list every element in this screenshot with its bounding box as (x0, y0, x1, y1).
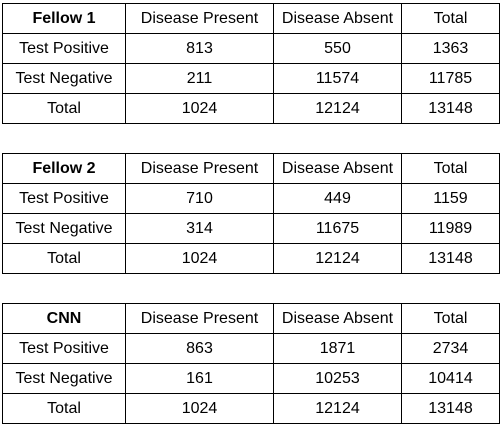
confusion-table-cnn: CNN Disease Present Disease Absent Total… (2, 303, 500, 424)
table-row: Total 1024 12124 13148 (2, 393, 500, 424)
table-cell: 2734 (401, 333, 500, 364)
table-cell: 813 (125, 33, 274, 64)
table-cell: 1024 (125, 93, 274, 124)
table-cell: 10253 (273, 363, 402, 394)
confusion-table-fellow-2: Fellow 2 Disease Present Disease Absent … (2, 153, 500, 274)
row-label-test-negative: Test Negative (2, 213, 126, 244)
table-row: Test Negative 161 10253 10414 (2, 363, 500, 394)
table-row: Test Negative 314 11675 11989 (2, 213, 500, 244)
column-header-disease-present: Disease Present (125, 3, 274, 34)
column-header-disease-present: Disease Present (125, 153, 274, 184)
table-cell: 13148 (401, 393, 500, 424)
table-title: Fellow 1 (2, 3, 126, 34)
column-header-total: Total (401, 3, 500, 34)
table-cell: 211 (125, 63, 274, 94)
table-header-row: CNN Disease Present Disease Absent Total (2, 303, 500, 334)
row-label-total: Total (2, 243, 126, 274)
table-cell: 11989 (401, 213, 500, 244)
table-row: Total 1024 12124 13148 (2, 93, 500, 124)
table-cell: 1363 (401, 33, 500, 64)
table-cell: 12124 (273, 243, 402, 274)
table-cell: 12124 (273, 393, 402, 424)
table-title: Fellow 2 (2, 153, 126, 184)
table-header-row: Fellow 2 Disease Present Disease Absent … (2, 153, 500, 184)
table-cell: 1024 (125, 393, 274, 424)
table-row: Test Positive 863 1871 2734 (2, 333, 500, 364)
column-header-disease-absent: Disease Absent (273, 303, 402, 334)
column-header-total: Total (401, 303, 500, 334)
table-cell: 11574 (273, 63, 402, 94)
table-cell: 314 (125, 213, 274, 244)
row-label-test-positive: Test Positive (2, 333, 126, 364)
column-header-disease-absent: Disease Absent (273, 153, 402, 184)
row-label-total: Total (2, 393, 126, 424)
table-cell: 710 (125, 183, 274, 214)
table-cell: 449 (273, 183, 402, 214)
table-cell: 1871 (273, 333, 402, 364)
table-cell: 11785 (401, 63, 500, 94)
table-row: Test Positive 813 550 1363 (2, 33, 500, 64)
row-label-total: Total (2, 93, 126, 124)
row-label-test-positive: Test Positive (2, 183, 126, 214)
table-cell: 11675 (273, 213, 402, 244)
row-label-test-positive: Test Positive (2, 33, 126, 64)
table-cell: 161 (125, 363, 274, 394)
row-label-test-negative: Test Negative (2, 63, 126, 94)
table-cell: 1159 (401, 183, 500, 214)
table-cell: 12124 (273, 93, 402, 124)
table-header-row: Fellow 1 Disease Present Disease Absent … (2, 3, 500, 34)
table-cell: 1024 (125, 243, 274, 274)
table-cell: 550 (273, 33, 402, 64)
table-cell: 10414 (401, 363, 500, 394)
column-header-disease-absent: Disease Absent (273, 3, 402, 34)
table-row: Test Positive 710 449 1159 (2, 183, 500, 214)
table-cell: 13148 (401, 243, 500, 274)
confusion-table-fellow-1: Fellow 1 Disease Present Disease Absent … (2, 3, 500, 124)
column-header-disease-present: Disease Present (125, 303, 274, 334)
table-cell: 863 (125, 333, 274, 364)
table-row: Total 1024 12124 13148 (2, 243, 500, 274)
table-cell: 13148 (401, 93, 500, 124)
row-label-test-negative: Test Negative (2, 363, 126, 394)
table-title: CNN (2, 303, 126, 334)
table-row: Test Negative 211 11574 11785 (2, 63, 500, 94)
column-header-total: Total (401, 153, 500, 184)
